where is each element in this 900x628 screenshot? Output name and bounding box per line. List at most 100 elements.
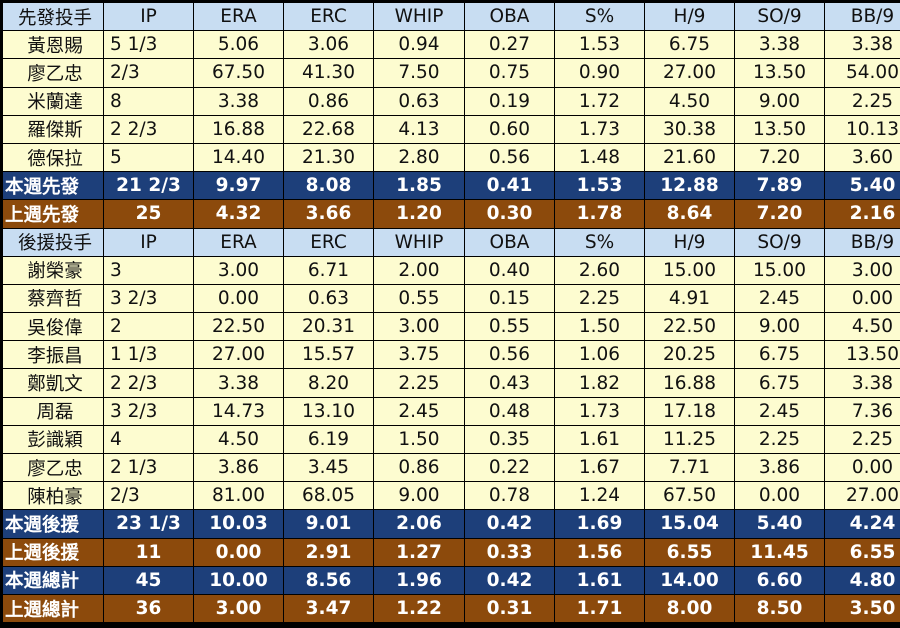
stat-cell: 3.38 <box>825 31 900 59</box>
stat-cell: 2 2/3 <box>104 115 193 143</box>
stat-cell: 4.50 <box>645 87 734 115</box>
stat-cell: 20.25 <box>645 341 734 369</box>
pitcher-name: 周磊 <box>3 397 103 425</box>
stat-cell: 4.50 <box>194 425 283 453</box>
summary-cell: 0.42 <box>465 510 554 538</box>
stat-cell: 3.00 <box>825 256 900 284</box>
stat-cell: 2.80 <box>374 143 464 172</box>
table-row: 黃恩賜 5 1/3 5.06 3.06 0.94 0.27 1.53 6.75 3.38 3.38 <box>3 31 900 59</box>
stat-cell: 21.30 <box>284 143 373 172</box>
pitcher-name: 廖乙忠 <box>3 454 103 482</box>
stat-cell: 4.13 <box>374 115 464 143</box>
stat-cell: 0.86 <box>284 87 373 115</box>
table-row: 陳柏豪 2/3 81.00 68.05 9.00 0.78 1.24 67.50 0.00 27.… <box>3 482 900 510</box>
summary-cell: 3.66 <box>284 200 373 228</box>
stat-cell: 1.24 <box>555 482 644 510</box>
column-header-so9: SO/9 <box>735 3 824 31</box>
totals-last-week-row: 上週總計 36 3.00 3.47 1.22 0.31 1.71 8.00 8.50 3.50 <box>3 594 900 623</box>
stat-cell: 13.50 <box>735 59 824 87</box>
stat-cell: 15.00 <box>735 256 824 284</box>
stat-cell: 3.00 <box>194 256 283 284</box>
stat-cell: 2.00 <box>374 256 464 284</box>
stat-cell: 30.38 <box>645 115 734 143</box>
stat-cell: 15.57 <box>284 341 373 369</box>
summary-cell: 4.32 <box>194 200 283 228</box>
table-row: 周磊 3 2/3 14.73 13.10 2.45 0.48 1.73 17.18 2.45 7.… <box>3 397 900 425</box>
stat-cell: 3 <box>104 256 193 284</box>
stat-cell: 4.91 <box>645 284 734 313</box>
column-header-erc: ERC <box>284 3 373 31</box>
stat-cell: 0.55 <box>465 313 554 341</box>
stat-cell: 10.13 <box>825 115 900 143</box>
stat-cell: 15.00 <box>645 256 734 284</box>
stat-cell: 14.40 <box>194 143 283 172</box>
summary-cell: 1.71 <box>555 594 644 623</box>
summary-cell: 0.30 <box>465 200 554 228</box>
stat-cell: 8 <box>104 87 193 115</box>
stat-cell: 3.60 <box>825 143 900 172</box>
starters-header-row: 先發投手 IP ERA ERC WHIP OBA S% H/9 SO/9 BB/9 <box>3 3 900 31</box>
stat-cell: 0.75 <box>465 59 554 87</box>
summary-cell: 1.85 <box>374 172 464 200</box>
column-header-era: ERA <box>194 228 283 256</box>
stat-cell: 0.48 <box>465 397 554 425</box>
stat-cell: 41.30 <box>284 59 373 87</box>
stat-cell: 16.88 <box>645 369 734 397</box>
stat-cell: 0.63 <box>284 284 373 313</box>
stat-cell: 3 2/3 <box>104 397 193 425</box>
summary-cell: 6.55 <box>645 538 734 566</box>
summary-cell: 1.61 <box>555 566 644 594</box>
stat-cell: 3.38 <box>194 87 283 115</box>
summary-cell: 5.40 <box>735 510 824 538</box>
summary-cell: 1.96 <box>374 566 464 594</box>
summary-cell: 14.00 <box>645 566 734 594</box>
stat-cell: 0.56 <box>465 341 554 369</box>
stat-cell: 0.60 <box>465 115 554 143</box>
column-header-bb9: BB/9 <box>825 3 900 31</box>
summary-cell: 3.00 <box>194 594 283 623</box>
stat-cell: 9.00 <box>735 313 824 341</box>
section-header-label: 先發投手 <box>3 3 103 31</box>
pitcher-name: 李振昌 <box>3 341 103 369</box>
summary-cell: 11 <box>104 538 193 566</box>
stat-cell: 1.06 <box>555 341 644 369</box>
stat-cell: 2.60 <box>555 256 644 284</box>
stat-cell: 3.38 <box>825 369 900 397</box>
stat-cell: 27.00 <box>645 59 734 87</box>
summary-cell: 9.97 <box>194 172 283 200</box>
stat-cell: 3.86 <box>194 454 283 482</box>
column-header-whip: WHIP <box>374 228 464 256</box>
stat-cell: 2.25 <box>735 425 824 453</box>
summary-cell: 10.03 <box>194 510 283 538</box>
stat-cell: 3.06 <box>284 31 373 59</box>
summary-cell: 6.55 <box>825 538 900 566</box>
stat-cell: 16.88 <box>194 115 283 143</box>
table-row: 李振昌 1 1/3 27.00 15.57 3.75 0.56 1.06 20.25 6.75 1… <box>3 341 900 369</box>
column-header-oba: OBA <box>465 3 554 31</box>
starters-this-week-row: 本週先發 21 2/3 9.97 8.08 1.85 0.41 1.53 12.88 7.89 5… <box>3 172 900 200</box>
table-row: 吳俊偉 2 22.50 20.31 3.00 0.55 1.50 22.50 9.00 4.50 <box>3 313 900 341</box>
totals-this-week-row: 本週總計 45 10.00 8.56 1.96 0.42 1.61 14.00 6.60 4.80 <box>3 566 900 594</box>
pitcher-name: 陳柏豪 <box>3 482 103 510</box>
summary-cell: 1.53 <box>555 172 644 200</box>
summary-cell: 11.45 <box>735 538 824 566</box>
stat-cell: 3 2/3 <box>104 284 193 313</box>
pitcher-name: 德保拉 <box>3 143 103 172</box>
table-row: 羅傑斯 2 2/3 16.88 22.68 4.13 0.60 1.73 30.38 13.50… <box>3 115 900 143</box>
stat-cell: 5 <box>104 143 193 172</box>
stat-cell: 0.00 <box>825 284 900 313</box>
stat-cell: 0.00 <box>735 482 824 510</box>
table-row: 謝榮豪 3 3.00 6.71 2.00 0.40 2.60 15.00 15.00 3.00 <box>3 256 900 284</box>
summary-cell: 7.89 <box>735 172 824 200</box>
column-header-ip: IP <box>104 228 193 256</box>
stat-cell: 0.94 <box>374 31 464 59</box>
summary-label: 本週先發 <box>3 172 103 200</box>
stat-cell: 0.27 <box>465 31 554 59</box>
stat-cell: 8.20 <box>284 369 373 397</box>
stat-cell: 3.45 <box>284 454 373 482</box>
column-header-erc: ERC <box>284 228 373 256</box>
stat-cell: 1.73 <box>555 115 644 143</box>
stat-cell: 68.05 <box>284 482 373 510</box>
summary-cell: 36 <box>104 594 193 623</box>
